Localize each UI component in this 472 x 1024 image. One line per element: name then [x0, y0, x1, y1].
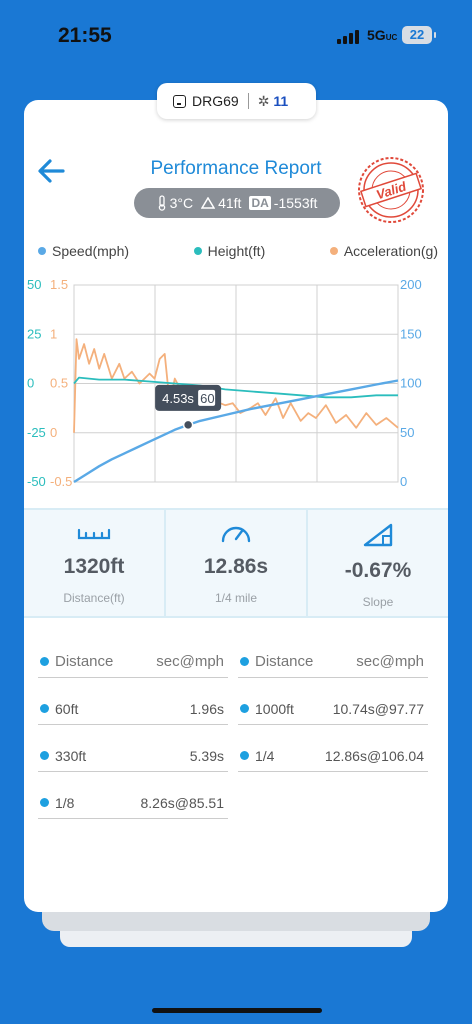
- accel-axis-tick: 0: [50, 425, 57, 440]
- split-cell: 1000ft 10.74s@97.77: [238, 693, 428, 725]
- stat-distance: 1320ft Distance(ft): [24, 510, 166, 616]
- height-axis-tick: -50: [27, 474, 46, 489]
- performance-chart[interactable]: 50 1.5 200 25 1 150 0 0.5 100 -25 0 50 -50 -0.5 0 4.53s…: [24, 270, 448, 495]
- tooltip-time: 4.53s: [162, 391, 194, 406]
- stat-quarter-mile: 12.86s 1/4 mile: [166, 510, 308, 616]
- device-pill[interactable]: DRG69 ✲ 11: [157, 83, 316, 119]
- stat-value: -0.67%: [344, 559, 412, 582]
- stats-panel: 1320ft Distance(ft) 12.86s 1/4 mile -0.6…: [24, 508, 448, 618]
- legend-dot: [329, 247, 338, 255]
- legend-dot: [38, 247, 46, 255]
- accel-axis-tick: 0.5: [50, 376, 68, 391]
- satellite-count: 11: [273, 93, 289, 109]
- bullet-icon: [240, 704, 249, 713]
- legend-height[interactable]: Height(ft): [193, 243, 265, 259]
- table-header-cell: Distance sec@mph: [38, 646, 228, 678]
- table-header-cell: Distance sec@mph: [238, 646, 428, 678]
- bullet-icon: [240, 751, 249, 760]
- battery-level: 22: [409, 27, 425, 42]
- density-altitude-value: -1553ft: [273, 195, 318, 211]
- stat-value: 12.86s: [203, 555, 269, 578]
- legend-dot: [193, 247, 202, 255]
- battery-icon: 22: [402, 26, 436, 44]
- split-cell: 60ft 1.96s: [38, 693, 228, 725]
- back-arrow-icon[interactable]: [36, 156, 66, 186]
- splits-table: Distance sec@mph Distance sec@mph 60ft 1.96…: [38, 640, 438, 828]
- bullet-icon: [40, 704, 49, 713]
- stat-label: 1/4 mile: [214, 591, 258, 605]
- da-badge: DA: [249, 196, 271, 210]
- speed-axis-tick: 100: [400, 376, 422, 391]
- mountain-icon: [201, 197, 216, 209]
- temperature-value: 3°C: [169, 195, 194, 211]
- valid-stamp-icon: Valid: [358, 157, 424, 223]
- tooltip-point: [182, 419, 194, 431]
- stat-slope: -0.67% Slope: [308, 510, 448, 616]
- accel-axis-tick: 1: [50, 326, 57, 341]
- thermometer-icon: [158, 195, 165, 211]
- legend-speed[interactable]: Speed(mph): [38, 243, 129, 259]
- height-axis-tick: -25: [27, 425, 46, 440]
- tooltip-value: 60: [200, 391, 214, 406]
- bullet-icon: [40, 657, 49, 666]
- accel-axis-tick: 1.5: [50, 277, 68, 292]
- empty-cell: [238, 787, 428, 819]
- chart-legend: Speed(mph) Height(ft) Acceleration(g): [38, 243, 438, 259]
- height-axis-tick: 50: [27, 277, 41, 292]
- bullet-icon: [40, 798, 49, 807]
- split-cell: 1/4 12.86s@106.04: [238, 740, 428, 772]
- bullet-icon: [240, 657, 249, 666]
- bullet-icon: [40, 751, 49, 760]
- clock: 21:55: [58, 24, 112, 47]
- home-indicator: [152, 1008, 322, 1013]
- device-name: DRG69: [192, 93, 239, 109]
- legend-acceleration[interactable]: Acceleration(g): [329, 243, 438, 259]
- split-cell: 1/8 8.26s@85.51: [38, 787, 228, 819]
- stat-label: Slope: [362, 595, 394, 609]
- accel-axis-tick: -0.5: [50, 474, 72, 489]
- split-cell: 330ft 5.39s: [38, 740, 228, 772]
- speed-axis-tick: 50: [400, 425, 414, 440]
- stat-value: 1320ft: [63, 555, 125, 578]
- signal-icon: [337, 28, 359, 44]
- speed-axis-tick: 150: [400, 326, 422, 341]
- report-card: Performance Report Valid 3°C 41ft DA -15…: [24, 100, 448, 912]
- ruler-icon: [77, 528, 111, 540]
- table-header-row: Distance sec@mph Distance sec@mph: [38, 640, 438, 687]
- series-line-height: [73, 376, 398, 399]
- table-row: 60ft 1.96s 1000ft 10.74s@97.77: [38, 687, 438, 734]
- height-axis-tick: 0: [27, 376, 34, 391]
- speed-axis-tick: 0: [400, 474, 407, 489]
- table-row: 330ft 5.39s 1/4 12.86s@106.04: [38, 734, 438, 781]
- slope-icon: [363, 523, 393, 547]
- device-icon: [173, 94, 186, 108]
- divider: [247, 93, 249, 109]
- page-title: Performance Report: [150, 158, 322, 179]
- speed-axis-tick: 200: [400, 277, 422, 292]
- table-row: 1/8 8.26s@85.51: [38, 781, 438, 828]
- satellite-icon: ✲: [257, 92, 270, 109]
- tooltip-value-box: [198, 389, 216, 406]
- elevation-value: 41ft: [218, 195, 242, 211]
- stat-label: Distance(ft): [63, 591, 125, 605]
- speedometer-icon: [221, 526, 251, 543]
- conditions-bar: 3°C 41ft DA -1553ft: [134, 188, 340, 218]
- height-axis-tick: 25: [27, 326, 41, 341]
- network-label: 5GUC: [367, 27, 398, 43]
- status-bar: 21:55 5GUC 22: [0, 0, 472, 70]
